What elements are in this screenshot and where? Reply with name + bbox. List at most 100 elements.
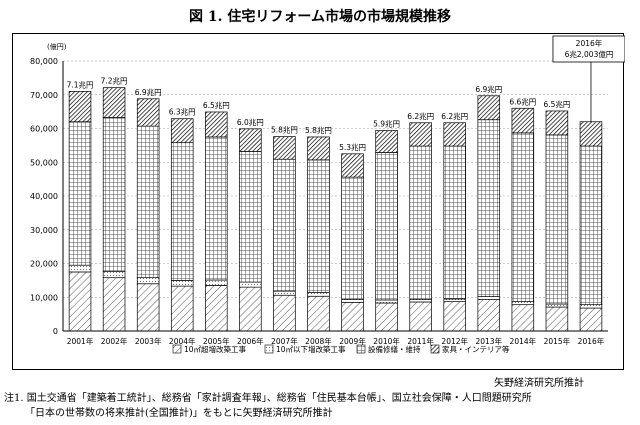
bar-segment (341, 301, 364, 332)
bar-segment (68, 121, 92, 266)
bar-segment (136, 125, 160, 279)
bar-segment (273, 158, 296, 292)
total-label: 7.2兆円 (101, 76, 128, 86)
total-label: 6.2兆円 (407, 111, 434, 121)
bar-segment (409, 301, 432, 332)
legend-label: 10㎡以下増改築工事 (276, 344, 346, 354)
x-tick-label: 2001年 (67, 336, 94, 346)
bar-segment (511, 304, 535, 332)
x-tick-label: 2009年 (339, 336, 366, 346)
bar-segment (205, 136, 228, 281)
stacked-bar-chart: 7.1兆円 7.2兆円 6.9兆円 6.3兆円 6.5兆円 6.0兆円 5.8兆円 5.8兆円… (30, 35, 625, 354)
note-label: 注1. (4, 393, 24, 404)
y-tick-label: 80,000 (30, 57, 58, 66)
bar-segment (443, 298, 466, 302)
chart-frame: 7.1兆円 7.2兆円 6.9兆円 6.3兆円 6.5兆円 6.0兆円 5.8兆円 5.8兆円… (12, 33, 625, 370)
total-label: 6.3兆円 (169, 107, 196, 117)
y-tick-label: 20,000 (30, 260, 58, 269)
total-label: 5.8兆円 (305, 125, 332, 135)
bar-segment (409, 122, 432, 147)
legend-swatch (356, 344, 366, 354)
bar-segment (443, 122, 466, 147)
bar-segment (102, 87, 126, 118)
total-label: 6.5兆円 (543, 99, 570, 109)
total-label: 5.8兆円 (271, 125, 298, 135)
bar-segment (136, 283, 160, 332)
x-tick-label: 2013年 (475, 336, 502, 346)
bar-segment (409, 145, 432, 300)
total-label: 6.6兆円 (509, 96, 536, 106)
x-tick-label: 2015年 (544, 336, 571, 346)
bar-segment (375, 152, 398, 301)
legend-swatch (430, 344, 440, 354)
bar-segment (136, 98, 160, 127)
x-tick-label: 2007年 (271, 336, 298, 346)
bar-segment (545, 303, 569, 308)
bar-segment (341, 176, 364, 300)
bar-segment (102, 117, 126, 272)
bar-segment (511, 107, 535, 134)
bar-segment (579, 121, 603, 147)
bar-segment (341, 298, 364, 303)
callout-box (552, 35, 625, 63)
bar-segment (170, 118, 194, 144)
x-tick-label: 2004年 (169, 336, 196, 346)
legend-label: 設備修繕・維持 (368, 344, 421, 354)
bar-segment (511, 132, 535, 302)
bar-segment (68, 264, 92, 273)
x-tick-label: 2014年 (510, 336, 537, 346)
y-tick-label: 40,000 (30, 192, 58, 201)
x-tick-label: 2012年 (441, 336, 468, 346)
bar-segment (102, 277, 126, 332)
bar-segment (307, 136, 330, 161)
bar-segment (307, 292, 330, 297)
bar-segment (579, 307, 603, 332)
bar-segment (68, 271, 92, 332)
bar-segment (170, 280, 194, 287)
bar-segment (170, 285, 194, 332)
bar-segment (170, 142, 194, 281)
callout-text: 6兆2,003億円 (565, 49, 614, 59)
bar-segment (273, 294, 296, 332)
total-label: 6.9兆円 (475, 84, 502, 94)
bar-segment (136, 277, 160, 285)
bar-segment (239, 281, 262, 288)
y-tick-label: 70,000 (30, 91, 58, 100)
total-label: 5.9兆円 (373, 119, 400, 129)
y-tick-label: 50,000 (30, 158, 58, 167)
legend-label: 10㎡超増改築工事 (184, 344, 247, 354)
total-label: 5.3兆円 (339, 142, 366, 152)
bar-segment (239, 286, 262, 332)
bar-segment (477, 95, 501, 121)
bar-segment (443, 301, 466, 332)
total-label: 6.9兆円 (135, 87, 162, 97)
bar-segment (307, 159, 330, 293)
note-text-1: 国土交通省「建築着工統計」、総務省「家計調査年報」、総務省「住民基本台帳」、国立… (26, 393, 532, 404)
total-label: 6.5兆円 (203, 100, 230, 110)
bar-segment (68, 91, 92, 123)
note-line-1: 注1. 国土交通省「建築着工統計」、総務省「家計調査年報」、総務省「住民基本台帳… (4, 389, 532, 404)
total-label: 6.2兆円 (441, 111, 468, 121)
legend-label: 家具・インテリア等 (442, 344, 510, 354)
bar-segment (273, 136, 296, 160)
bar-segment (273, 290, 296, 296)
x-tick-label: 2011年 (407, 336, 434, 346)
bar-segment (477, 296, 501, 300)
bar-segment (545, 306, 569, 332)
bar-segment (239, 151, 262, 283)
legend-swatch (172, 344, 182, 354)
x-tick-label: 2003年 (135, 336, 162, 346)
bar-segment (375, 302, 398, 332)
bar-segment (579, 145, 603, 306)
bar-segment (477, 119, 501, 297)
y-tick-label: 0 (53, 327, 58, 336)
y-tick-label: 30,000 (30, 226, 58, 235)
x-tick-label: 2005年 (203, 336, 230, 346)
total-label: 7.1兆円 (67, 79, 94, 89)
bar-segment (307, 295, 330, 332)
bar-segment (205, 279, 228, 286)
bar-segment (579, 304, 603, 309)
note-line-2: 「日本の世帯数の将来推計(全国推計)」をもとに矢野経済研究所推計 (25, 408, 333, 419)
bar-segment (102, 271, 126, 279)
y-tick-label: 10,000 (30, 293, 58, 302)
